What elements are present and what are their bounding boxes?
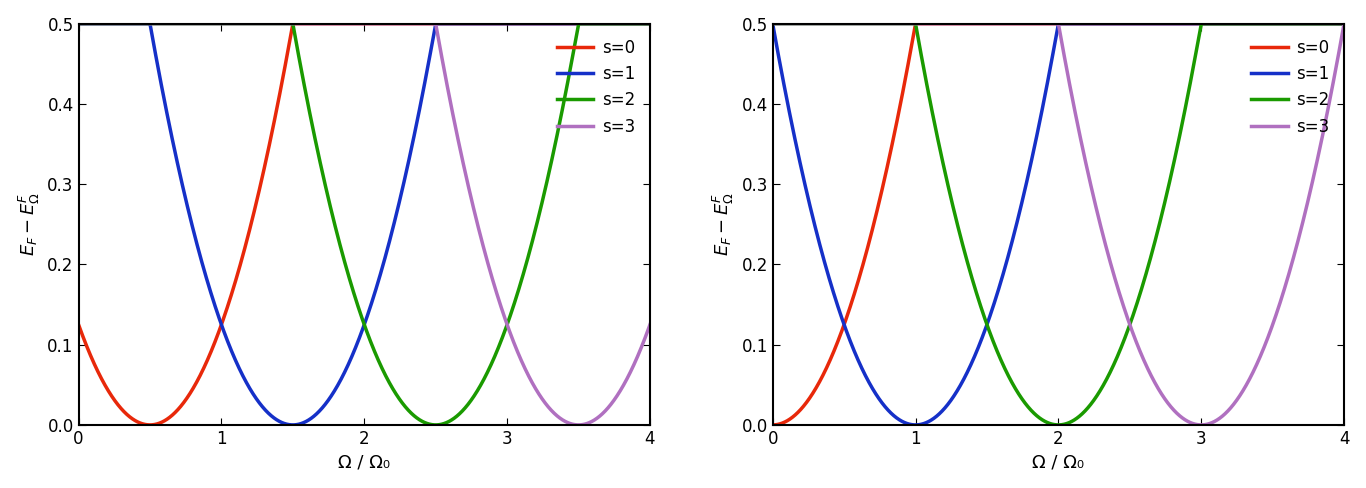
s=0 — [631, 20, 647, 26]
s=3 — [1325, 81, 1341, 86]
s=0 — [1008, 20, 1024, 26]
s=2 — [1325, 20, 1341, 26]
s=2 — [1264, 20, 1280, 26]
s=0 — [1325, 20, 1341, 26]
s=1 — [1336, 20, 1352, 26]
s=0 — [907, 20, 923, 26]
s=3 — [631, 350, 647, 356]
s=0 — [1264, 20, 1280, 26]
s=3 — [290, 20, 306, 26]
s=0 — [570, 20, 586, 26]
s=0 — [71, 322, 87, 327]
s=3 — [1264, 325, 1280, 331]
s=1 — [169, 161, 186, 167]
s=1 — [570, 20, 586, 26]
s=0 — [829, 339, 846, 345]
s=1 — [135, 20, 152, 26]
s=1 — [1264, 20, 1280, 26]
s=0 — [1336, 20, 1352, 26]
Line: s=2: s=2 — [79, 23, 650, 425]
s=0 — [284, 20, 301, 26]
s=2 — [570, 27, 586, 33]
X-axis label: Ω / Ω₀: Ω / Ω₀ — [339, 453, 391, 471]
s=3 — [1008, 20, 1024, 26]
Line: s=0: s=0 — [773, 23, 1344, 425]
s=3 — [570, 422, 586, 428]
s=3 — [765, 20, 781, 26]
s=1 — [907, 422, 923, 428]
s=0 — [642, 20, 658, 26]
s=1 — [1008, 221, 1024, 226]
s=1 — [290, 422, 306, 427]
s=1 — [314, 405, 331, 410]
s=0 — [765, 422, 781, 428]
Line: s=1: s=1 — [773, 23, 1344, 425]
Legend: s=0, s=1, s=2, s=3: s=0, s=1, s=2, s=3 — [1244, 32, 1336, 142]
Y-axis label: $E_F - E_\Omega^F$: $E_F - E_\Omega^F$ — [16, 192, 42, 256]
s=3 — [571, 422, 587, 428]
s=1 — [829, 304, 846, 309]
s=3 — [642, 322, 658, 327]
Legend: s=0, s=1, s=2, s=3: s=0, s=1, s=2, s=3 — [550, 32, 642, 142]
s=3 — [135, 20, 152, 26]
s=0 — [984, 20, 1000, 26]
s=3 — [71, 20, 87, 26]
s=3 — [169, 20, 186, 26]
s=2 — [135, 20, 152, 26]
s=2 — [631, 20, 647, 26]
s=2 — [1050, 422, 1067, 428]
s=3 — [1336, 20, 1352, 26]
s=2 — [984, 335, 1000, 341]
Line: s=3: s=3 — [79, 23, 650, 425]
s=2 — [765, 20, 781, 26]
s=1 — [71, 20, 87, 26]
s=2 — [1008, 387, 1024, 393]
Line: s=2: s=2 — [773, 23, 1344, 425]
s=0 — [135, 421, 152, 427]
Y-axis label: $E_F - E_\Omega^F$: $E_F - E_\Omega^F$ — [710, 192, 736, 256]
s=1 — [1325, 20, 1341, 26]
X-axis label: Ω / Ω₀: Ω / Ω₀ — [1033, 453, 1085, 471]
s=1 — [863, 385, 880, 390]
s=2 — [71, 20, 87, 26]
s=3 — [984, 20, 1000, 26]
s=0 — [290, 20, 306, 26]
s=2 — [829, 20, 846, 26]
s=0 — [142, 422, 158, 428]
s=2 — [642, 20, 658, 26]
s=1 — [765, 20, 781, 26]
Line: s=0: s=0 — [79, 23, 650, 425]
s=3 — [829, 20, 846, 26]
s=1 — [984, 307, 1000, 313]
s=3 — [863, 20, 880, 26]
s=2 — [428, 422, 444, 428]
s=2 — [1336, 20, 1352, 26]
s=2 — [314, 170, 331, 176]
Line: s=1: s=1 — [79, 23, 650, 425]
s=0 — [169, 407, 186, 412]
s=0 — [863, 229, 880, 235]
s=2 — [290, 47, 306, 53]
s=2 — [863, 20, 880, 26]
s=3 — [1193, 422, 1209, 428]
s=0 — [314, 20, 331, 26]
s=1 — [631, 20, 647, 26]
Line: s=3: s=3 — [773, 23, 1344, 425]
s=2 — [169, 20, 186, 26]
s=1 — [284, 422, 301, 428]
s=1 — [642, 20, 658, 26]
s=3 — [314, 20, 331, 26]
